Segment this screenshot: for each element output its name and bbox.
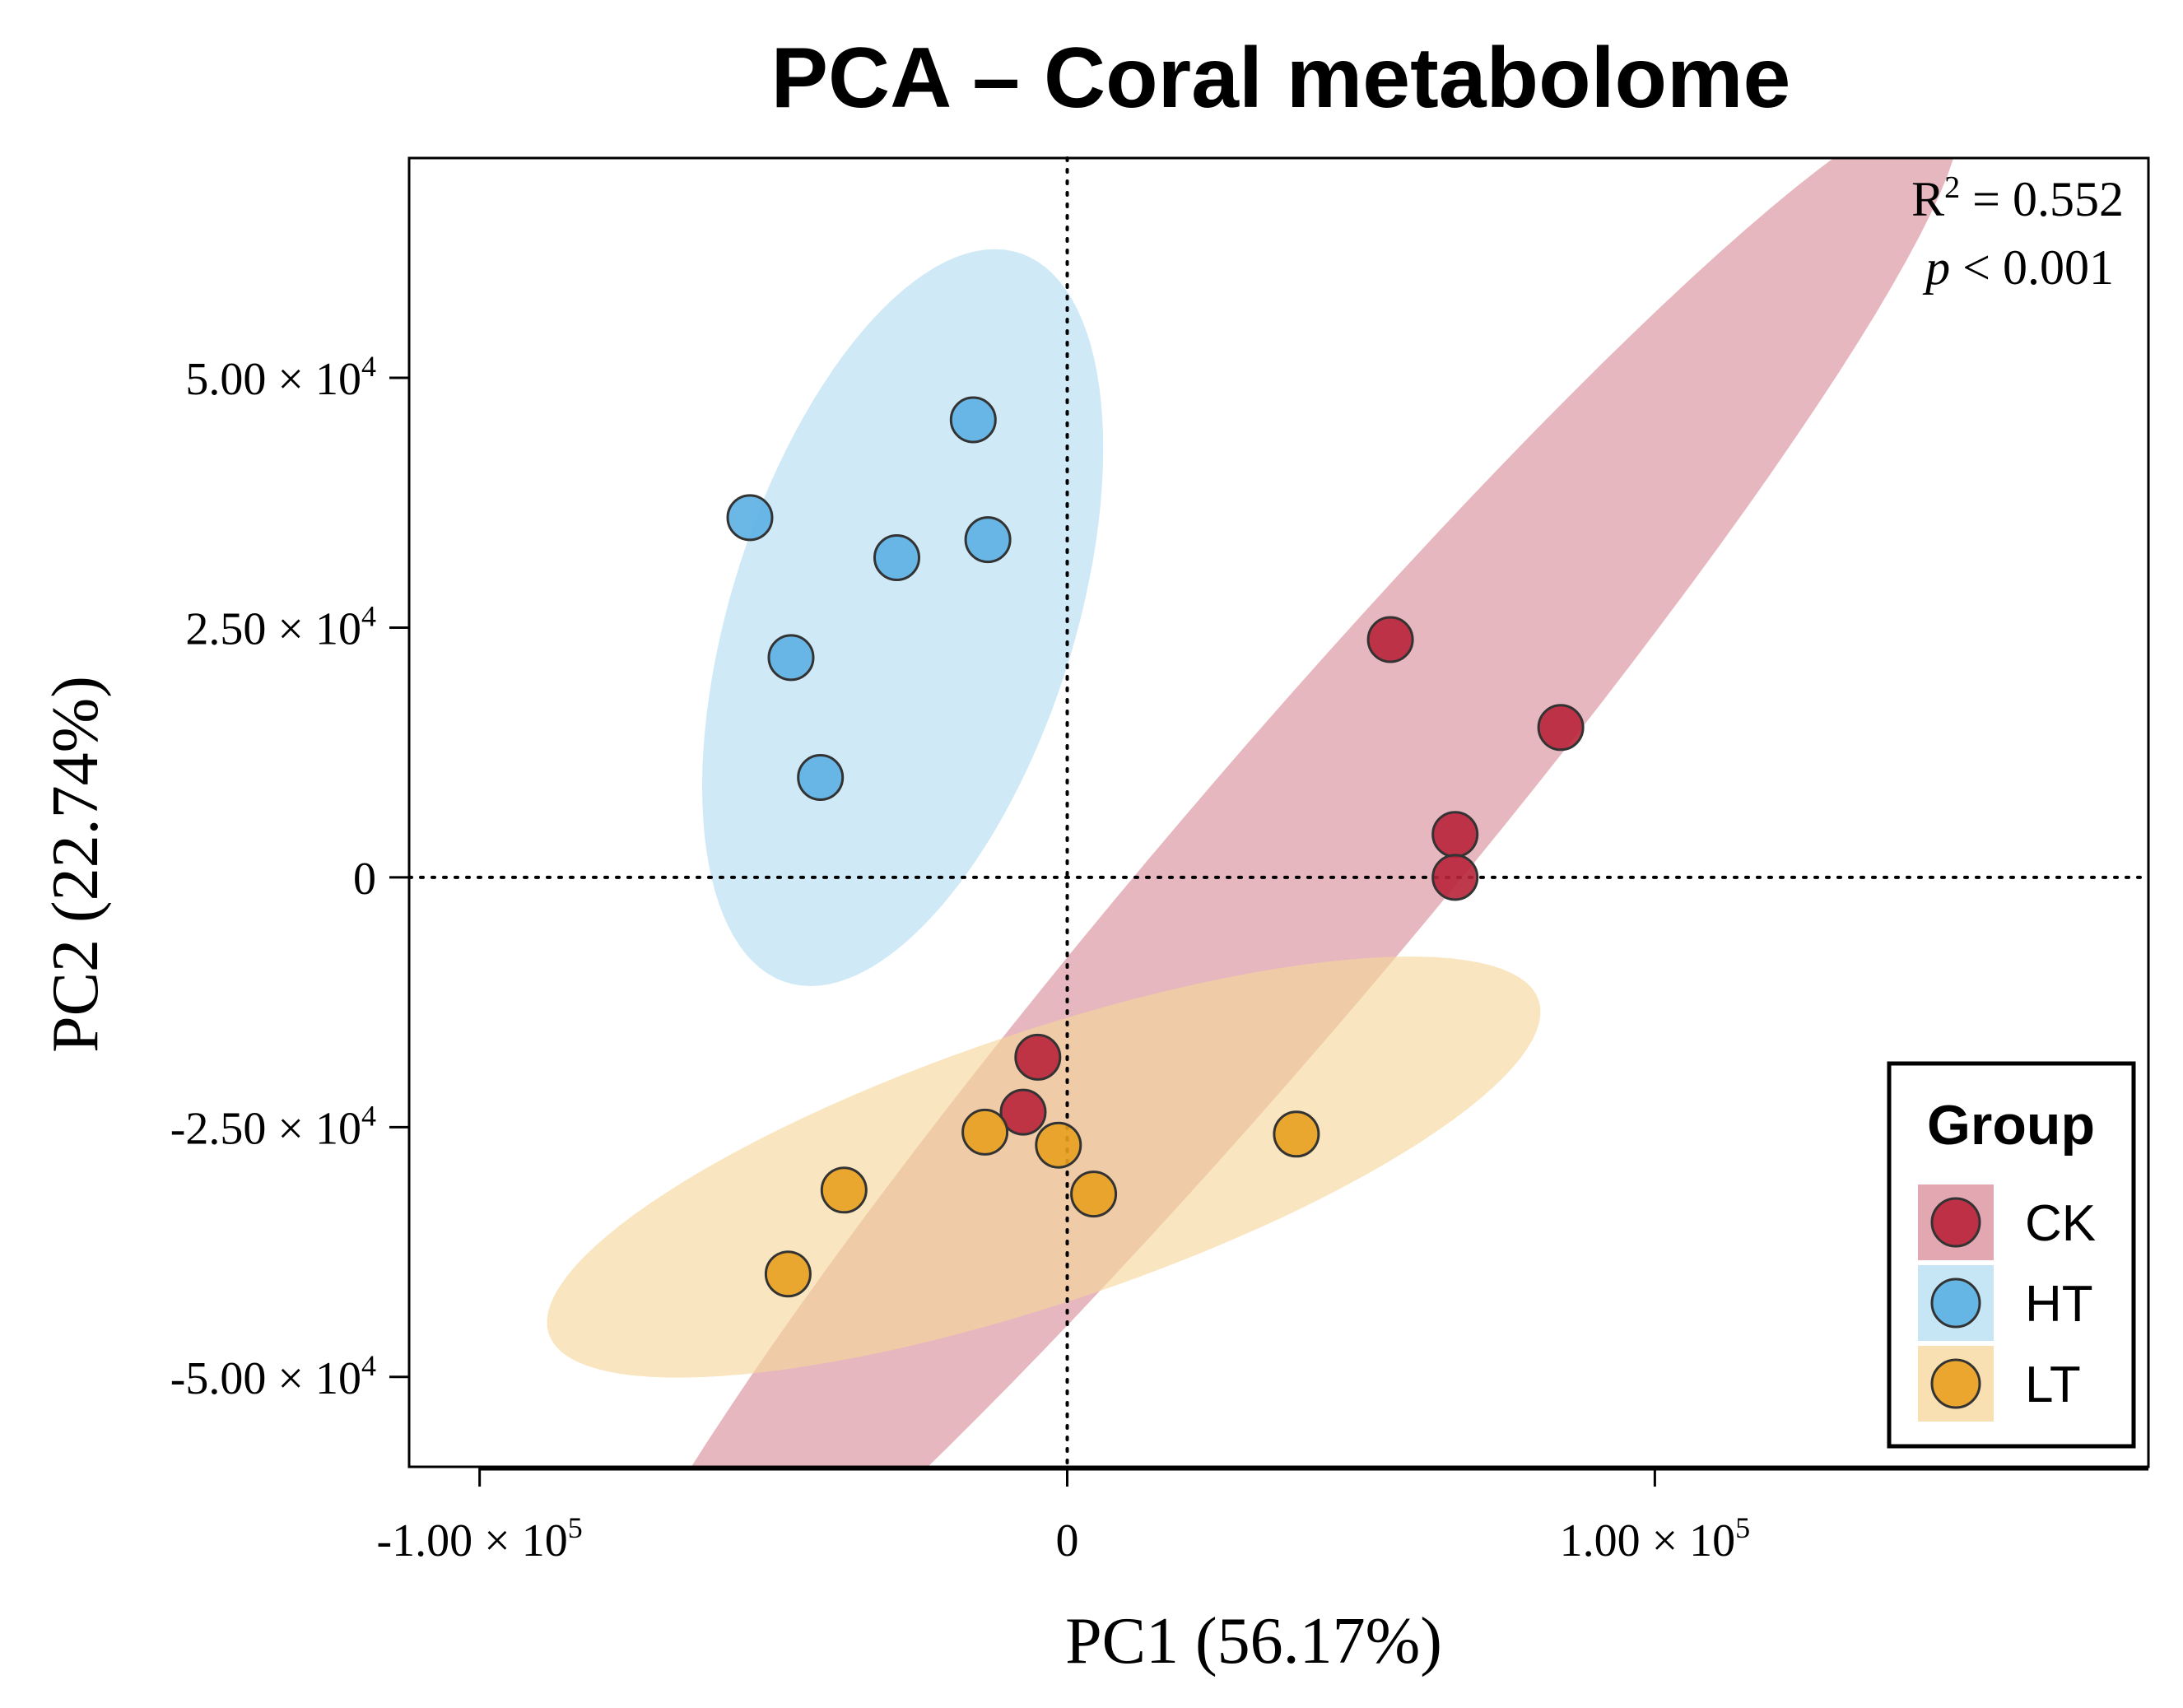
x-axis-label: PC1 (56.17%)	[1065, 1605, 1442, 1678]
point-ht	[767, 634, 815, 682]
point-lt	[961, 1108, 1009, 1156]
y-tick-label: 2.50 × 104	[185, 599, 376, 654]
point-ht	[873, 534, 920, 581]
point-lt	[764, 1250, 812, 1298]
plot-frame	[407, 156, 2150, 1468]
ellipse-ht	[702, 249, 1104, 986]
point-ck	[1431, 854, 1479, 901]
y-tick-label: -5.00 × 104	[170, 1349, 376, 1404]
point-lt	[1035, 1121, 1082, 1169]
legend: Group CK HT LT	[1887, 1061, 2136, 1449]
chart-title: PCA – Coral metabolome	[771, 30, 1791, 126]
reference-lines	[407, 156, 2150, 1468]
x-tick-label: -1.00 × 105	[377, 1511, 583, 1566]
stats-annotation: R2 = 0.552 p < 0.001	[1911, 170, 2124, 295]
point-ht	[726, 494, 774, 542]
data-points	[726, 396, 1585, 1298]
y-tick-label: 0	[353, 854, 376, 905]
legend-title: Group	[1927, 1094, 2095, 1157]
x-tick-label: 1.00 × 105	[1560, 1511, 1751, 1566]
point-lt	[820, 1166, 868, 1214]
point-ht	[964, 516, 1012, 564]
legend-label-ht: HT	[2025, 1276, 2093, 1333]
y-tick-label: -2.50 × 104	[170, 1099, 376, 1154]
y-axis-ticks: 5.00 × 104 2.50 × 104 0 -2.50 × 104 -5.00 × …	[170, 350, 409, 1404]
point-ht	[949, 396, 997, 444]
legend-marker-lt	[1930, 1358, 1981, 1409]
legend-items: CK HT LT	[1918, 1184, 2096, 1422]
point-ck	[1431, 811, 1479, 859]
legend-label-lt: LT	[2025, 1357, 2081, 1413]
legend-label-ck: CK	[2025, 1195, 2096, 1252]
x-axis-ticks: -1.00 × 105 0 1.00 × 105	[377, 1467, 2148, 1566]
p-value-text: p < 0.001	[1922, 240, 2114, 295]
point-ck	[1014, 1033, 1062, 1081]
point-ck	[999, 1088, 1047, 1136]
r-squared-text: R2 = 0.552	[1911, 170, 2124, 226]
y-axis-label: PC2 (22.74%)	[40, 676, 112, 1053]
point-ck	[1537, 704, 1585, 752]
point-lt	[1070, 1170, 1118, 1218]
x-tick-label: 0	[1056, 1515, 1079, 1566]
legend-marker-ck	[1930, 1197, 1981, 1248]
point-ck	[1366, 616, 1414, 663]
y-tick-label: 5.00 × 104	[185, 350, 376, 405]
point-lt	[1273, 1110, 1320, 1158]
point-ht	[797, 754, 845, 801]
legend-marker-ht	[1930, 1278, 1981, 1329]
